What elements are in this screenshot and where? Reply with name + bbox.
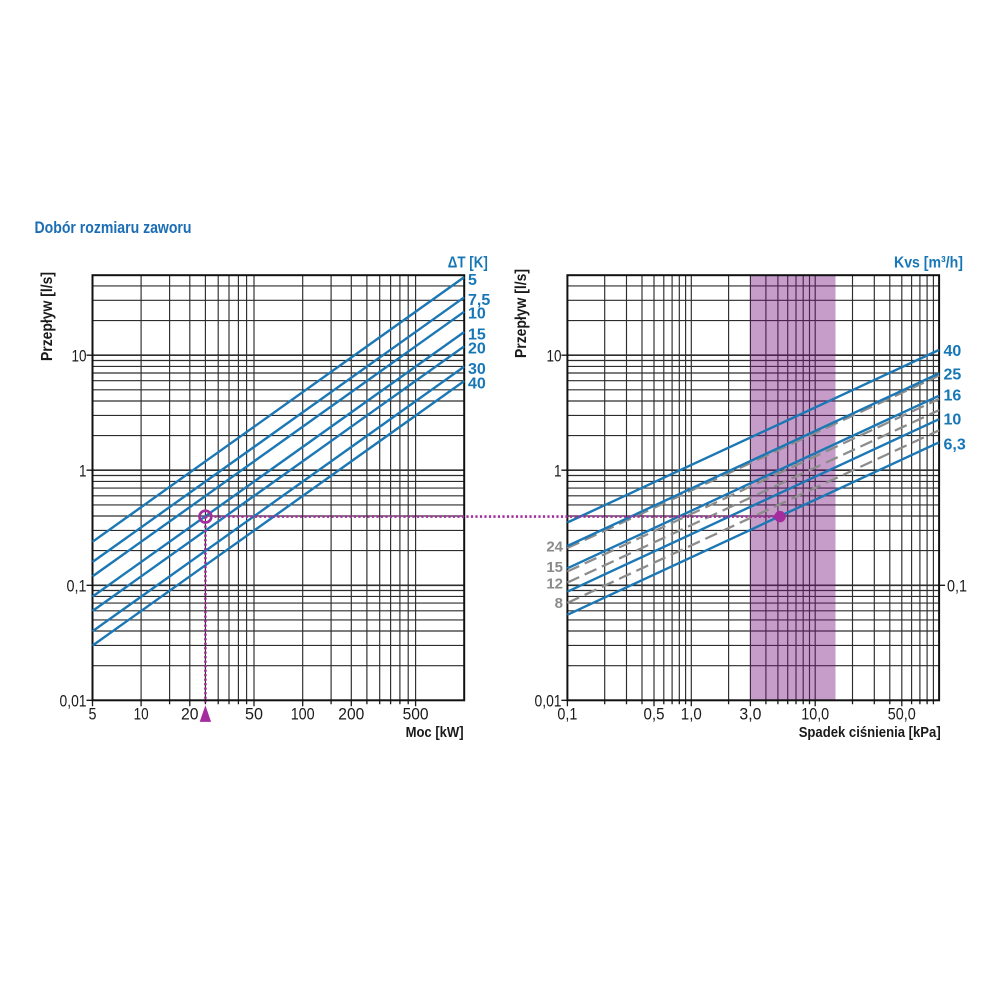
svg-text:8: 8 xyxy=(555,595,563,612)
svg-text:10: 10 xyxy=(134,705,149,724)
svg-text:200: 200 xyxy=(338,705,364,724)
svg-text:500: 500 xyxy=(403,705,429,724)
svg-text:Przepływ [l/s]: Przepływ [l/s] xyxy=(513,269,530,358)
svg-text:24: 24 xyxy=(546,538,563,555)
svg-text:40: 40 xyxy=(944,343,962,360)
svg-text:ΔT [K]: ΔT [K] xyxy=(448,255,488,272)
svg-text:0,1: 0,1 xyxy=(947,576,967,595)
svg-text:1: 1 xyxy=(79,461,87,480)
svg-text:6,3: 6,3 xyxy=(944,436,966,453)
svg-text:Kvs [m³/h]: Kvs [m³/h] xyxy=(894,255,963,272)
svg-text:10: 10 xyxy=(944,411,962,428)
svg-text:Spadek ciśnienia [kPa]: Spadek ciśnienia [kPa] xyxy=(799,724,941,741)
svg-text:15: 15 xyxy=(546,559,563,576)
svg-text:30: 30 xyxy=(468,361,486,378)
svg-text:0,5: 0,5 xyxy=(644,705,665,724)
svg-text:0,1: 0,1 xyxy=(557,705,577,724)
svg-text:20: 20 xyxy=(181,705,199,724)
svg-text:0,01: 0,01 xyxy=(60,692,87,711)
svg-text:10: 10 xyxy=(72,346,87,365)
svg-text:5: 5 xyxy=(89,705,97,724)
svg-text:Dobór rozmiaru zaworu: Dobór rozmiaru zaworu xyxy=(35,218,192,237)
svg-text:50: 50 xyxy=(245,705,263,724)
svg-text:1,0: 1,0 xyxy=(681,705,702,724)
svg-text:0,01: 0,01 xyxy=(535,692,562,711)
svg-text:10: 10 xyxy=(468,306,486,323)
svg-text:3,0: 3,0 xyxy=(739,705,761,724)
svg-text:5: 5 xyxy=(468,272,477,289)
svg-text:100: 100 xyxy=(291,705,315,724)
svg-text:40: 40 xyxy=(468,375,486,392)
svg-text:20: 20 xyxy=(468,341,486,358)
svg-text:10: 10 xyxy=(547,346,562,365)
svg-text:12: 12 xyxy=(546,575,563,592)
svg-text:0,1: 0,1 xyxy=(67,576,87,595)
svg-text:1: 1 xyxy=(554,461,562,480)
svg-text:15: 15 xyxy=(468,327,486,344)
svg-text:7,5: 7,5 xyxy=(468,292,490,309)
svg-text:10,0: 10,0 xyxy=(801,705,829,724)
svg-text:16: 16 xyxy=(944,388,962,405)
svg-text:Przepływ [l/s]: Przepływ [l/s] xyxy=(39,272,56,361)
svg-text:25: 25 xyxy=(944,367,962,384)
svg-text:50,0: 50,0 xyxy=(888,705,916,724)
svg-text:Moc [kW]: Moc [kW] xyxy=(406,724,464,741)
